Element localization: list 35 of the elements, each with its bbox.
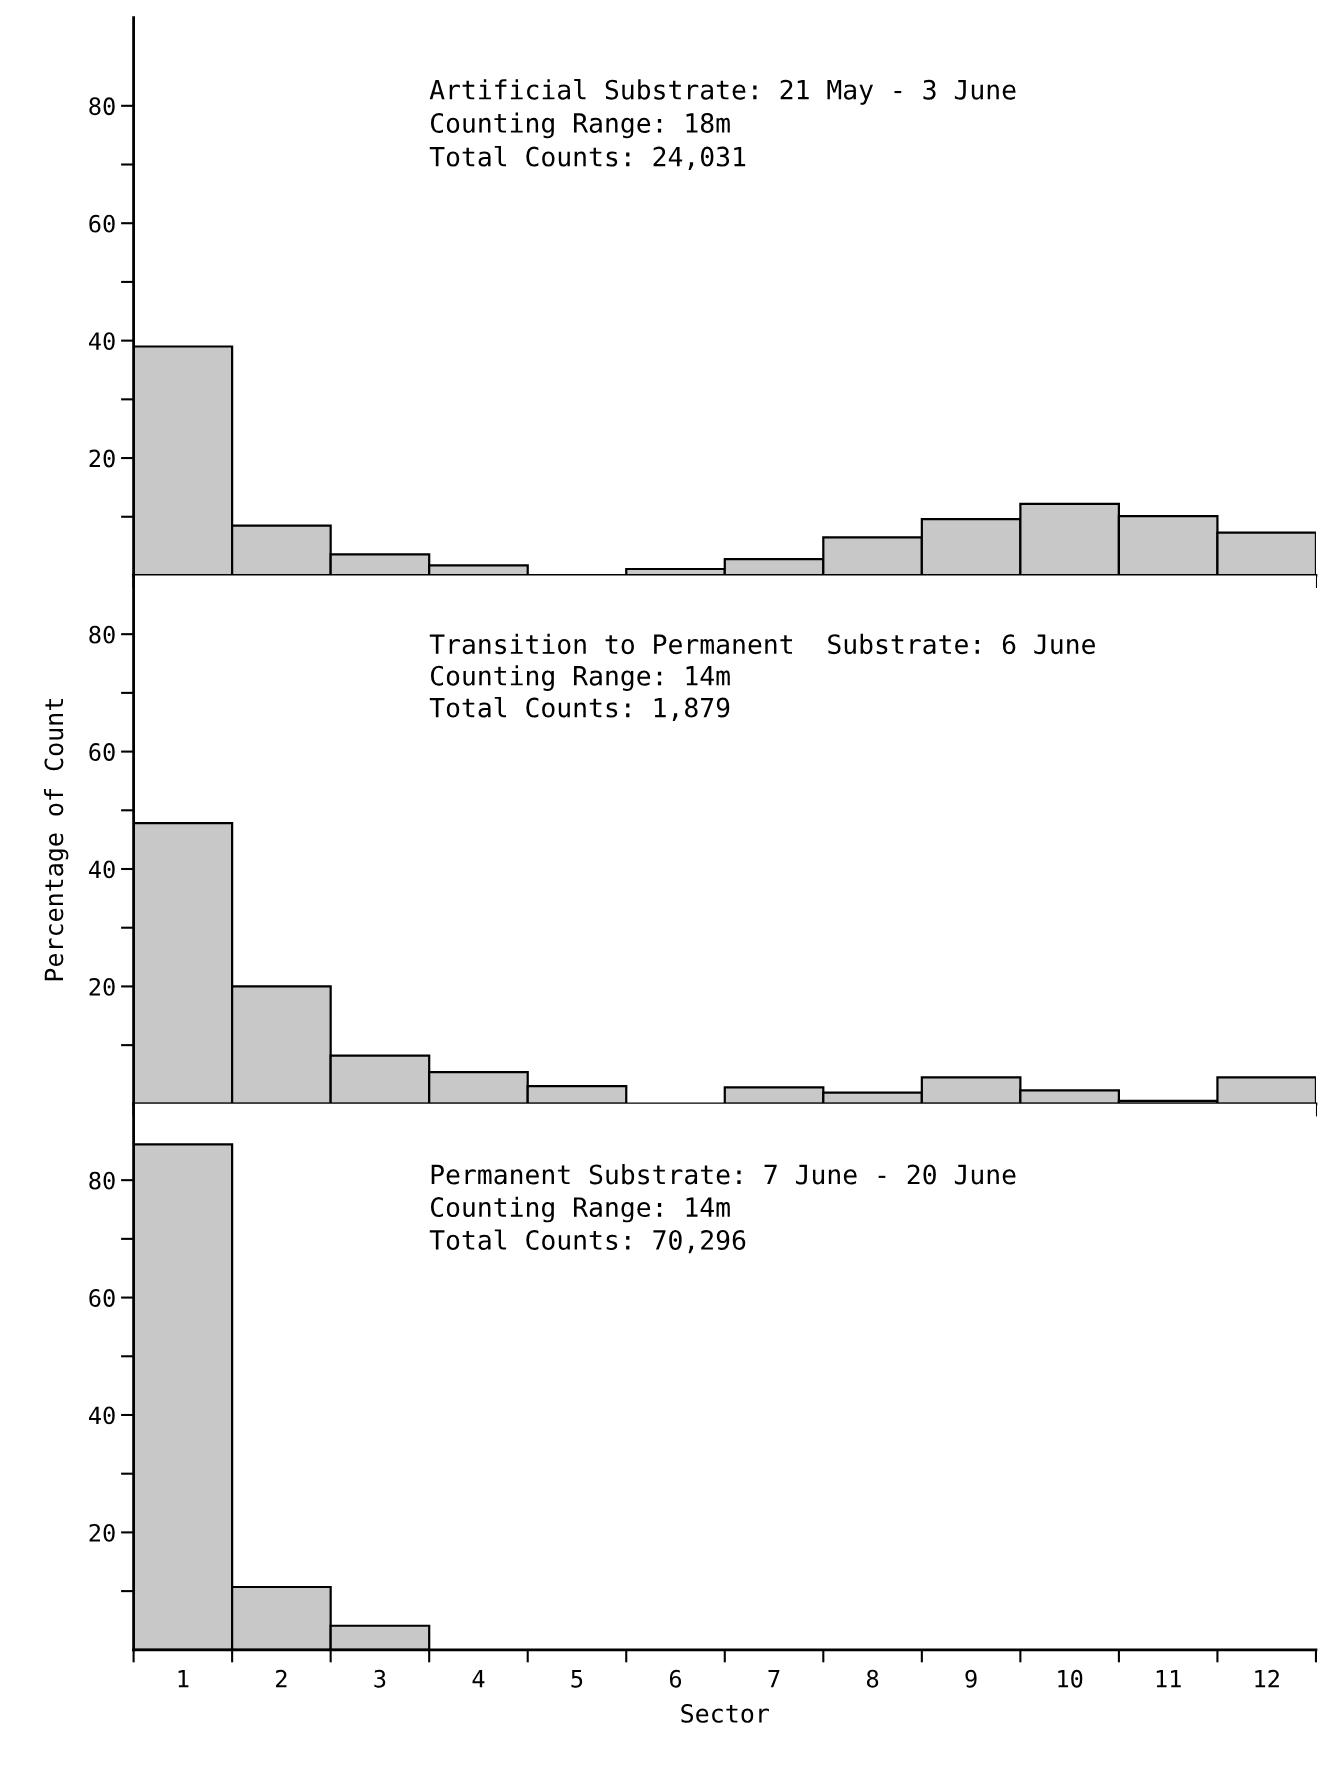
y-tick-label: 40 xyxy=(88,860,115,879)
annotation: Counting Range: 14m xyxy=(430,665,730,692)
y-tick-label: 60 xyxy=(89,214,115,233)
y-tick-label: 40 xyxy=(88,1406,115,1425)
x-tick-label: 8 xyxy=(866,1669,879,1688)
y-tick-label: 40 xyxy=(88,332,115,350)
y-axis-title: Percentage of Count xyxy=(44,699,69,981)
x-tick-label: 9 xyxy=(965,1669,977,1688)
x-tick-label: 7 xyxy=(768,1670,780,1688)
annotation: Counting Range: 18m xyxy=(430,112,730,139)
annotation: Total Counts: 70,296 xyxy=(429,1229,746,1254)
y-tick-label: 60 xyxy=(89,743,115,761)
x-tick-label: 12 xyxy=(1255,1669,1279,1688)
x-tick-label: 11 xyxy=(1156,1670,1181,1688)
x-axis-title: Sector xyxy=(681,1703,769,1723)
y-tick-label: 80 xyxy=(89,625,115,644)
y-tick-label: 60 xyxy=(89,1289,115,1307)
x-tick-label: 4 xyxy=(472,1670,485,1688)
annotation: Transition to Permanent Substrate: 6 June xyxy=(429,633,1095,655)
x-tick-label: 1 xyxy=(178,1670,189,1688)
y-tick-label: 20 xyxy=(89,449,115,468)
y-tick-label: 80 xyxy=(89,97,115,116)
x-tick-label: 3 xyxy=(374,1669,386,1688)
annotation: Artificial Substrate: 21 May - 3 June xyxy=(429,79,1016,105)
y-tick-label: 20 xyxy=(89,1523,115,1542)
annotation: Total Counts: 1,879 xyxy=(429,696,730,721)
annotation: Total Counts: 24,031 xyxy=(429,146,746,170)
x-tick-label: 5 xyxy=(571,1670,583,1688)
x-tick-label: 10 xyxy=(1058,1669,1083,1688)
x-tick-label: 2 xyxy=(276,1669,287,1688)
x-tick-label: 6 xyxy=(669,1669,682,1688)
annotation: Permanent Substrate: 7 June - 20 June xyxy=(431,1164,1016,1185)
annotation: Counting Range: 14m xyxy=(430,1196,730,1223)
y-tick-label: 80 xyxy=(89,1171,115,1190)
y-tick-label: 20 xyxy=(89,977,115,996)
